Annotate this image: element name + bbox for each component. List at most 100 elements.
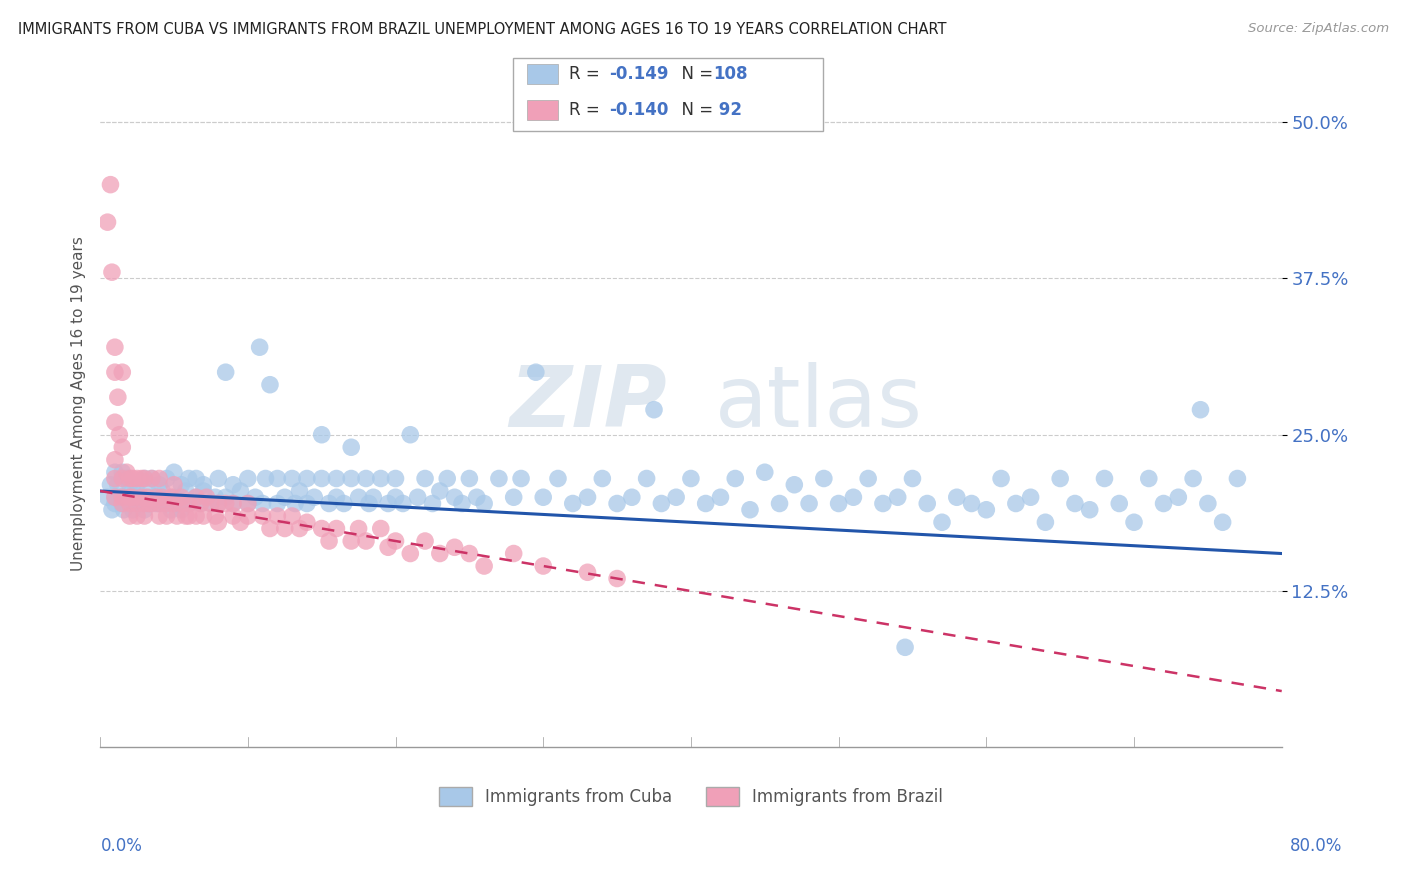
- Point: [215, 496, 238, 510]
- Point: [354, 534, 377, 549]
- Point: [134, 471, 156, 485]
- Point: [108, 490, 131, 504]
- Point: [207, 496, 229, 510]
- Point: [104, 465, 127, 479]
- Point: [131, 490, 153, 504]
- Point: [738, 502, 761, 516]
- Point: [1197, 496, 1219, 510]
- Point: [254, 471, 277, 485]
- Point: [204, 508, 226, 523]
- Point: [145, 490, 167, 504]
- Text: -0.140: -0.140: [609, 101, 668, 119]
- Point: [131, 471, 153, 485]
- Point: [104, 340, 127, 354]
- Point: [100, 178, 122, 192]
- Point: [1182, 471, 1205, 485]
- Point: [193, 508, 215, 523]
- Text: R =: R =: [569, 65, 606, 83]
- Point: [163, 490, 186, 504]
- Text: -0.149: -0.149: [609, 65, 668, 83]
- Point: [561, 496, 583, 510]
- Point: [104, 496, 127, 510]
- Point: [108, 427, 131, 442]
- Point: [377, 541, 399, 555]
- Point: [193, 483, 215, 498]
- Point: [121, 502, 143, 516]
- Point: [354, 471, 377, 485]
- Point: [754, 465, 776, 479]
- Point: [160, 502, 183, 516]
- Point: [200, 496, 222, 510]
- Point: [284, 496, 307, 510]
- Point: [620, 490, 643, 504]
- Point: [148, 496, 170, 510]
- Point: [399, 427, 422, 442]
- Point: [96, 490, 118, 504]
- Point: [104, 452, 127, 467]
- Point: [281, 471, 304, 485]
- Point: [104, 490, 127, 504]
- Point: [101, 265, 124, 279]
- Point: [606, 496, 628, 510]
- Point: [100, 477, 122, 491]
- Point: [141, 496, 163, 510]
- Point: [148, 508, 170, 523]
- Point: [591, 471, 613, 485]
- Point: [125, 496, 148, 510]
- Text: N =: N =: [671, 65, 718, 83]
- Point: [184, 508, 207, 523]
- Point: [406, 490, 429, 504]
- Point: [709, 490, 731, 504]
- Point: [894, 640, 917, 655]
- Point: [249, 340, 271, 354]
- Point: [1005, 496, 1028, 510]
- Point: [177, 471, 200, 485]
- Point: [1137, 471, 1160, 485]
- Point: [125, 508, 148, 523]
- Point: [111, 465, 134, 479]
- Point: [472, 559, 495, 574]
- Point: [141, 490, 163, 504]
- Point: [134, 496, 156, 510]
- Point: [118, 496, 141, 510]
- Point: [141, 471, 163, 485]
- Point: [768, 496, 790, 510]
- Point: [827, 496, 849, 510]
- Point: [384, 490, 406, 504]
- Point: [576, 566, 599, 580]
- Point: [150, 483, 173, 498]
- Point: [215, 365, 238, 379]
- Point: [118, 490, 141, 504]
- Text: 80.0%: 80.0%: [1291, 837, 1343, 855]
- Point: [115, 465, 138, 479]
- Point: [148, 477, 170, 491]
- Point: [236, 496, 259, 510]
- Point: [118, 477, 141, 491]
- Point: [295, 515, 318, 529]
- Point: [990, 471, 1012, 485]
- Point: [160, 490, 183, 504]
- Point: [347, 490, 370, 504]
- Point: [148, 496, 170, 510]
- Point: [200, 496, 222, 510]
- Point: [524, 365, 547, 379]
- Point: [229, 515, 252, 529]
- Point: [274, 490, 297, 504]
- Point: [163, 465, 186, 479]
- Point: [384, 471, 406, 485]
- Point: [155, 508, 177, 523]
- Point: [650, 496, 672, 510]
- Point: [207, 515, 229, 529]
- Point: [1123, 515, 1146, 529]
- Point: [576, 490, 599, 504]
- Point: [1078, 502, 1101, 516]
- Point: [357, 496, 380, 510]
- Point: [1049, 471, 1071, 485]
- Point: [813, 471, 835, 485]
- Point: [886, 490, 908, 504]
- Point: [170, 502, 193, 516]
- Point: [266, 508, 288, 523]
- Point: [451, 496, 474, 510]
- Point: [429, 483, 451, 498]
- Point: [177, 496, 200, 510]
